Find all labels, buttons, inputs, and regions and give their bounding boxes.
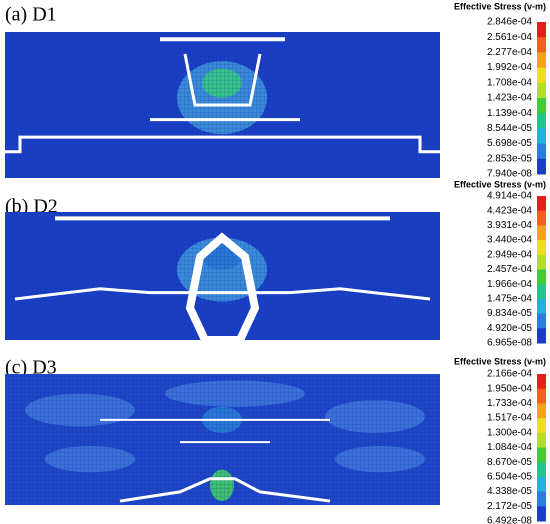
colorbar-segment — [537, 240, 546, 256]
colorbar-segment — [537, 506, 546, 522]
colorbar-tick-label: 8.544e-05 — [487, 123, 532, 134]
colorbar-title: Effective Stress (v-m) — [454, 356, 546, 366]
colorbar-segment — [537, 128, 546, 145]
colorbar-tick-label: 2.949e-04 — [487, 249, 532, 260]
colorbar-tick-label: 1.423e-04 — [487, 93, 532, 104]
colorbar-segment — [537, 418, 546, 434]
colorbar-segment — [537, 269, 546, 285]
colorbar-segment — [537, 388, 546, 404]
colorbar-tick-label: 2.172e-05 — [487, 501, 532, 512]
colorbar-tick-label: 1.084e-04 — [487, 442, 532, 453]
colorbar-segment — [537, 284, 546, 300]
colorbar-tick-label: 3.440e-04 — [487, 235, 532, 246]
colorbar-segment — [537, 462, 546, 478]
colorbar-segment — [537, 254, 546, 270]
colorbar-title: Effective Stress (v-m) — [454, 1, 546, 11]
colorbar-segment — [537, 143, 546, 160]
colorbar-tick-label: 2.561e-04 — [487, 32, 532, 43]
colorbar-tick-label: 2.457e-04 — [487, 264, 532, 275]
colorbar-tick-label: 1.139e-04 — [487, 108, 532, 119]
colorbar-tick-label: 1.992e-04 — [487, 62, 532, 73]
colorbar-tick-label: 2.846e-04 — [487, 17, 532, 28]
colorbar-tick-label: 1.950e-04 — [487, 383, 532, 394]
colorbar-tick-label: 1.517e-04 — [487, 413, 532, 424]
colorbar-tick-label: 4.338e-05 — [487, 486, 532, 497]
cavity-outline — [14, 287, 431, 301]
colorbar-tick-label: 4.914e-04 — [487, 191, 532, 202]
colorbar-segment — [537, 52, 546, 69]
mesh — [5, 212, 440, 340]
panel-label: (c) D3 — [5, 357, 57, 379]
stress-contour — [5, 212, 440, 344]
colorbar-segment — [537, 22, 546, 38]
colorbar-tick-label: 8.670e-05 — [487, 457, 532, 468]
panel-label: (a) D1 — [5, 4, 57, 26]
cavity-outline — [183, 53, 262, 107]
colorbar-segment — [537, 196, 546, 212]
colorbar-tick-label: 4.920e-05 — [487, 323, 532, 334]
colorbar-tick-label: 1.300e-04 — [487, 427, 532, 438]
colorbar-segment — [537, 374, 546, 390]
colorbar-tick-label: 1.966e-04 — [487, 279, 532, 290]
colorbar-segment — [537, 82, 546, 99]
colorbar-tick-label: 6.492e-08 — [487, 516, 532, 524]
colorbar-tick-label: 9.834e-05 — [487, 308, 532, 319]
colorbar-segment — [537, 403, 546, 419]
colorbar-tick-label: 4.423e-04 — [487, 205, 532, 216]
colorbar-segment — [537, 113, 546, 129]
colorbar-title: Effective Stress (v-m) — [454, 179, 546, 189]
colorbar-segment — [537, 313, 546, 329]
colorbar-segment — [537, 328, 546, 344]
mesh — [5, 374, 440, 505]
stress-contour — [5, 32, 440, 178]
colorbar-segment — [537, 447, 546, 463]
colorbar-tick-label: 2.853e-05 — [487, 153, 532, 164]
colorbar-tick-label: 2.166e-04 — [487, 369, 532, 380]
colorbar-tick-label: 2.277e-04 — [487, 47, 532, 58]
colorbar-segment — [537, 476, 546, 493]
colorbar-tick-label: 7.940e-08 — [487, 169, 532, 180]
colorbar-segment — [537, 98, 546, 114]
colorbar-segment — [537, 210, 546, 226]
colorbar-segment — [537, 158, 546, 175]
colorbar-segment — [537, 298, 546, 315]
colorbar-tick-label: 6.965e-08 — [487, 338, 532, 349]
colorbar-tick-label: 3.931e-04 — [487, 220, 532, 231]
colorbar-tick-label: 5.698e-05 — [487, 138, 532, 149]
stress-contour — [5, 374, 440, 505]
colorbar-tick-label: 1.708e-04 — [487, 77, 532, 88]
colorbar-tick-label: 1.733e-04 — [487, 398, 532, 409]
cavity-outline — [5, 135, 440, 154]
colorbar-segment — [537, 67, 546, 84]
cavity — [185, 232, 260, 344]
cavity-outline — [119, 477, 331, 503]
colorbar-tick-label: 6.504e-05 — [487, 472, 532, 483]
colorbar-segment — [537, 37, 546, 53]
colorbar-segment — [537, 491, 546, 507]
colorbar-segment — [537, 225, 546, 241]
colorbar-segment — [537, 432, 546, 448]
colorbar-tick-label: 1.475e-04 — [487, 294, 532, 305]
